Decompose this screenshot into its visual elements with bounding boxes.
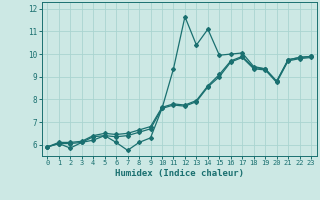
X-axis label: Humidex (Indice chaleur): Humidex (Indice chaleur)	[115, 169, 244, 178]
